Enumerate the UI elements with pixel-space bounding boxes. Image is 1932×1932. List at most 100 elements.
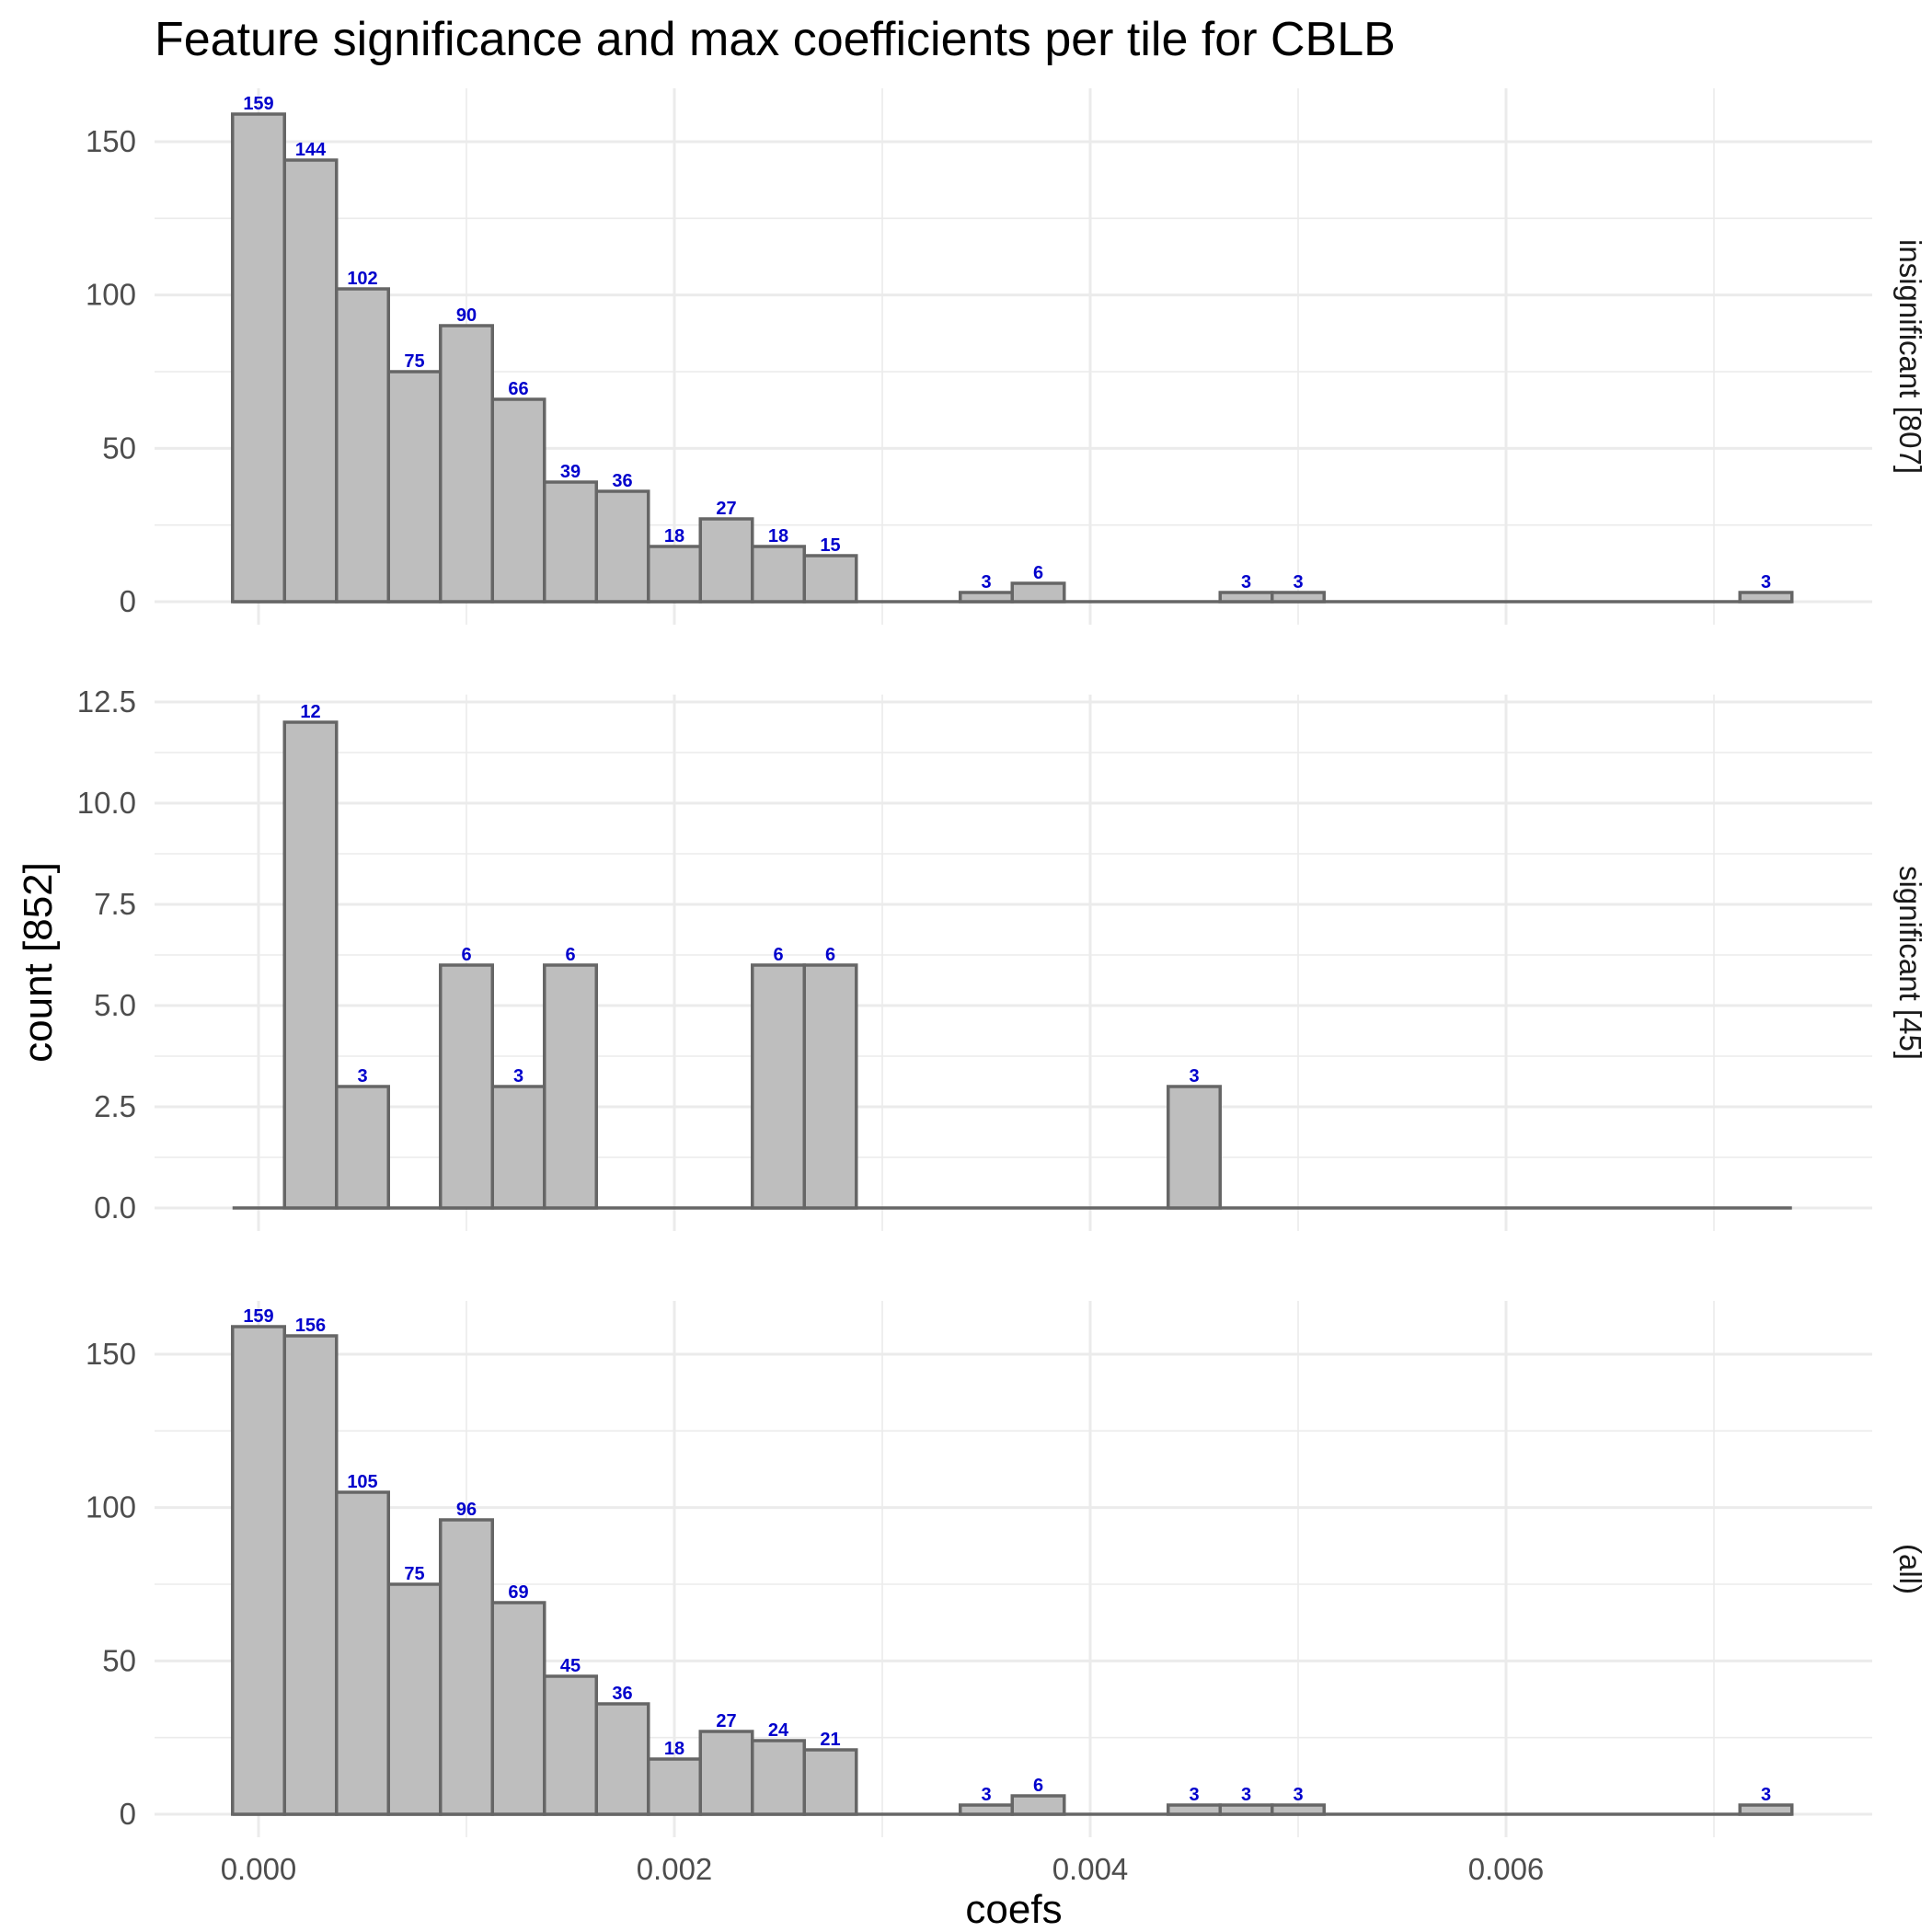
bar-value-label: 156 (295, 1316, 326, 1336)
histogram-bar (1218, 591, 1274, 604)
bar-value-label: 159 (243, 1306, 273, 1327)
y-tick-label: 0 (120, 584, 136, 618)
y-tick-label: 100 (86, 278, 136, 312)
histogram-bar (335, 1085, 390, 1210)
histogram-bar (698, 517, 754, 604)
histogram-bar (751, 963, 806, 1210)
histogram-bar (439, 1518, 494, 1816)
bar-value-label: 15 (820, 535, 840, 556)
y-axis-title: count [852] (16, 862, 61, 1063)
bar-value-label: 3 (1189, 1785, 1199, 1805)
histogram-bar (959, 1803, 1014, 1816)
histogram-bar (959, 591, 1014, 604)
bar-value-label: 3 (1293, 1785, 1303, 1805)
bar-value-label: 6 (565, 945, 575, 965)
y-tick-label: 50 (102, 1643, 136, 1677)
histogram-bar (543, 1674, 598, 1816)
histogram-bar (1010, 1794, 1066, 1816)
histogram-bar (543, 963, 598, 1210)
histogram-bar (1167, 1085, 1222, 1210)
bar-value-label: 144 (295, 140, 327, 160)
y-tick-label: 100 (86, 1490, 136, 1524)
bar-value-label: 12 (300, 702, 320, 722)
bar-value-label: 96 (456, 1500, 477, 1520)
y-tick-label: 10.0 (77, 786, 136, 820)
histogram-bar (490, 397, 546, 604)
x-axis-title: coefs (965, 1887, 1062, 1932)
bar-value-label: 18 (664, 526, 684, 546)
histogram-bar (1218, 1803, 1274, 1816)
bar-value-label: 3 (513, 1066, 523, 1087)
x-tick-label: 0.000 (221, 1852, 297, 1886)
bar-value-label: 39 (560, 462, 581, 482)
y-tick-label: 7.5 (94, 887, 136, 921)
histogram-bar (1167, 1803, 1222, 1816)
bar-value-label: 3 (1189, 1066, 1199, 1087)
bar-value-label: 3 (1241, 572, 1251, 592)
bar-value-label: 3 (1241, 1785, 1251, 1805)
bar-value-label: 21 (820, 1730, 840, 1750)
histogram-bar (231, 1325, 286, 1816)
bar-value-label: 18 (768, 526, 788, 546)
bar-value-label: 102 (347, 269, 377, 289)
bar-value-label: 36 (612, 471, 632, 491)
histogram-bar (386, 370, 443, 604)
histogram-bar (335, 287, 390, 604)
bar-value-label: 36 (612, 1684, 632, 1704)
histogram-bar (647, 1757, 702, 1816)
bar-value-label: 90 (456, 305, 477, 326)
histogram-bar (802, 554, 858, 604)
histogram-bar (335, 1490, 390, 1816)
bar-value-label: 3 (1761, 572, 1771, 592)
chart-title: Feature significance and max coefficient… (155, 13, 1396, 66)
histogram-bar (1738, 1803, 1794, 1816)
bar-value-label: 24 (768, 1720, 789, 1741)
bar-value-label: 105 (347, 1472, 377, 1492)
bar-value-label: 6 (461, 945, 471, 965)
histogram-bar (543, 480, 598, 604)
bar-value-label: 3 (357, 1066, 367, 1087)
histogram-bar (282, 158, 339, 604)
facet-panel-1: 0.0 2.5 5.0 7.5 10.0 12.5 12 3 6 3 6 6 6 3 significant… (77, 684, 1927, 1231)
bar-value-label: 6 (1033, 563, 1043, 583)
y-tick-label: 50 (102, 431, 136, 465)
bar-value-label: 18 (664, 1739, 684, 1759)
bar-value-label: 75 (404, 1564, 424, 1584)
facet-strip-label: insignificant [807] (1893, 239, 1927, 474)
bar-value-label: 6 (825, 945, 835, 965)
x-axis: 0.000 0.002 0.004 0.006 (221, 1852, 1545, 1886)
y-tick-label: 5.0 (94, 988, 136, 1022)
bar-value-label: 3 (1293, 572, 1303, 592)
bar-value-label: 69 (508, 1582, 528, 1603)
bar-value-label: 6 (773, 945, 783, 965)
histogram-bar (231, 112, 286, 604)
bar-value-label: 45 (560, 1656, 581, 1676)
histogram-bar (698, 1730, 754, 1816)
bar-value-label: 3 (1761, 1785, 1771, 1805)
histogram-bar (1271, 1803, 1326, 1816)
facet-strip-label: (all) (1893, 1544, 1927, 1594)
histogram-bar (490, 1085, 546, 1210)
y-tick-label: 2.5 (94, 1089, 136, 1123)
bar-value-label: 66 (508, 379, 528, 399)
histogram-bar (1738, 591, 1794, 604)
histogram-bar (751, 545, 806, 604)
y-tick-label: 0 (120, 1797, 136, 1831)
y-tick-label: 0.0 (94, 1190, 136, 1225)
histogram-bar (1010, 581, 1066, 604)
histogram-bar (647, 545, 702, 604)
histogram-bar (439, 324, 494, 604)
histogram-bar (282, 1334, 339, 1816)
histogram-bar (594, 1702, 650, 1816)
bar-value-label: 27 (716, 1711, 736, 1731)
bar-value-label: 3 (981, 1785, 991, 1805)
histogram-bar (802, 963, 858, 1210)
y-tick-label: 150 (86, 1337, 136, 1371)
histogram-bar (751, 1739, 806, 1816)
bar-value-label: 6 (1033, 1776, 1043, 1796)
histogram-bar (594, 489, 650, 604)
